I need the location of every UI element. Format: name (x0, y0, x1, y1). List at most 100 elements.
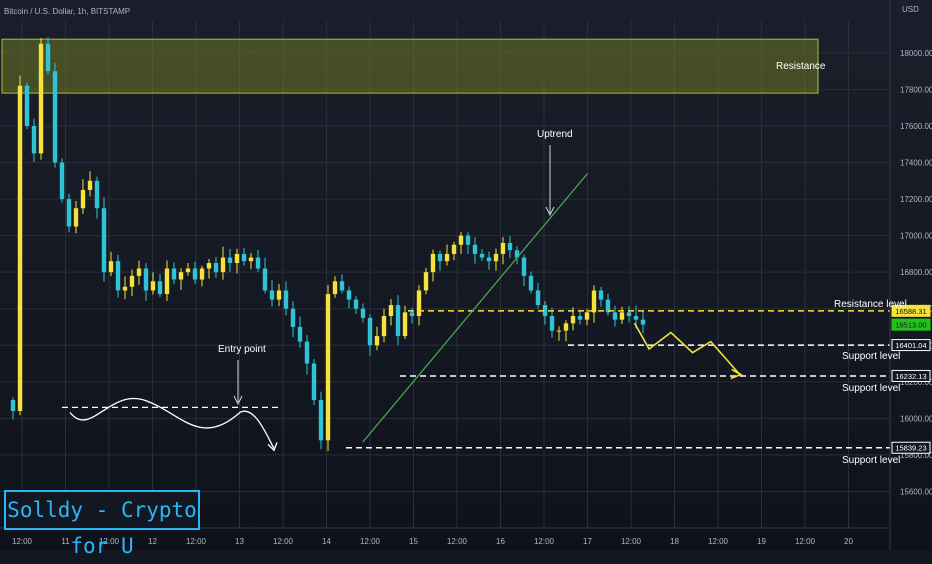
x-tick-label: 19 (757, 537, 766, 546)
candle-body (122, 286, 128, 291)
candle-body (605, 299, 611, 313)
brand-badge: Solldy - Crypto for U (4, 490, 200, 558)
support-level-label-2: Support level (842, 383, 900, 394)
candle-body (598, 290, 604, 300)
price-label-text: 16401.04 (895, 341, 926, 350)
candle-body (409, 312, 415, 317)
candle-body (129, 275, 135, 287)
uptrend-arrow-head (545, 206, 555, 217)
candle-body (493, 253, 499, 262)
candle-body (304, 341, 310, 364)
candle-body (640, 319, 646, 325)
candle-body (297, 326, 303, 342)
x-tick-label: 12:00 (447, 537, 468, 546)
x-tick-label: 12:00 (621, 537, 642, 546)
uptrend-label: Uptrend (537, 129, 573, 140)
x-tick-label: 16 (496, 537, 505, 546)
entry-wave (69, 397, 275, 449)
candle-body (388, 305, 394, 317)
x-tick-label: 12:00 (99, 537, 120, 546)
candle-body (178, 272, 184, 280)
candle-body (458, 235, 464, 245)
price-label-box (891, 304, 931, 317)
price-label-last-price: 16513.00 (891, 318, 931, 331)
candle-body (521, 257, 527, 276)
resistance-zone-label: Resistance (776, 61, 826, 72)
candle-body (108, 261, 114, 273)
drawing-layer (62, 145, 890, 452)
x-tick-label: 12:00 (708, 537, 729, 546)
candle-body (157, 281, 163, 295)
candle-body (619, 312, 625, 320)
x-tick-label: 12:00 (534, 537, 555, 546)
y-tick-label: 17200.00 (900, 195, 932, 204)
candle-body (360, 308, 366, 318)
candle-body (24, 85, 30, 126)
candle-body (479, 253, 485, 258)
candle-body (556, 330, 562, 332)
candle-body (381, 316, 387, 337)
candle-body (136, 268, 142, 276)
candle-body (255, 257, 261, 269)
candle-body (528, 275, 534, 291)
x-tick-label: 11 (61, 537, 70, 546)
candle-body (451, 244, 457, 254)
price-label-text: 16588.31 (895, 307, 926, 316)
candle-body (633, 316, 639, 320)
candle-body (486, 257, 492, 262)
resistance-zone (1, 38, 819, 94)
symbol-title[interactable]: Bitcoin / U.S. Dollar, 1h, BITSTAMP (4, 7, 130, 16)
candle-body (94, 180, 100, 209)
x-tick-label: 18 (670, 537, 679, 546)
candle-body (416, 290, 422, 317)
y-tick-label: 17600.00 (900, 122, 932, 131)
candle-body (577, 316, 583, 320)
candle-body (59, 162, 65, 200)
candle-body (346, 290, 352, 300)
candle-body (73, 208, 79, 227)
x-tick-label: 15 (409, 537, 418, 546)
candle-body (66, 199, 72, 227)
x-tick-label: 13 (235, 537, 244, 546)
candle-body (10, 400, 16, 412)
candle-body (80, 189, 86, 209)
y-tick-label: 16800.00 (900, 268, 932, 277)
candle-body (402, 312, 408, 337)
candle-body (430, 253, 436, 273)
resistance-zone-layer (1, 38, 819, 94)
support-level-label-3: Support level (842, 455, 900, 466)
x-tick-label: 12:00 (795, 537, 816, 546)
candle-body (353, 299, 359, 309)
price-label-support: 16401.04 (891, 339, 931, 352)
candle-body (248, 257, 254, 262)
candle-layer (10, 37, 646, 452)
candle-body (115, 261, 121, 291)
candle-body (563, 323, 569, 331)
price-label-box (891, 441, 931, 454)
uptrend-line (362, 173, 588, 443)
x-tick-label: 12:00 (186, 537, 207, 546)
support-level-label-1: Support level (842, 351, 900, 362)
candle-body (423, 272, 429, 291)
candle-body (472, 244, 478, 254)
price-label-text: 16513.00 (895, 321, 926, 330)
entry-point-label: Entry point (218, 344, 266, 355)
price-label-support: 16232.13 (891, 369, 931, 382)
candle-body (437, 253, 443, 262)
candle-body (570, 316, 576, 324)
candle-body (367, 317, 373, 346)
candle-body (143, 268, 149, 291)
candle-body (626, 312, 632, 317)
price-label-resistance: 16588.31 (891, 304, 931, 317)
candle-body (87, 180, 93, 190)
currency-label: USD (902, 5, 919, 14)
price-label-support: 15839.23 (891, 441, 931, 454)
candle-body (220, 257, 226, 273)
candle-body (465, 235, 471, 245)
projection-arrow-head (730, 368, 743, 380)
candle-body (227, 257, 233, 264)
candle-body (269, 290, 275, 300)
candle-body (612, 312, 618, 320)
candle-body (31, 125, 37, 154)
